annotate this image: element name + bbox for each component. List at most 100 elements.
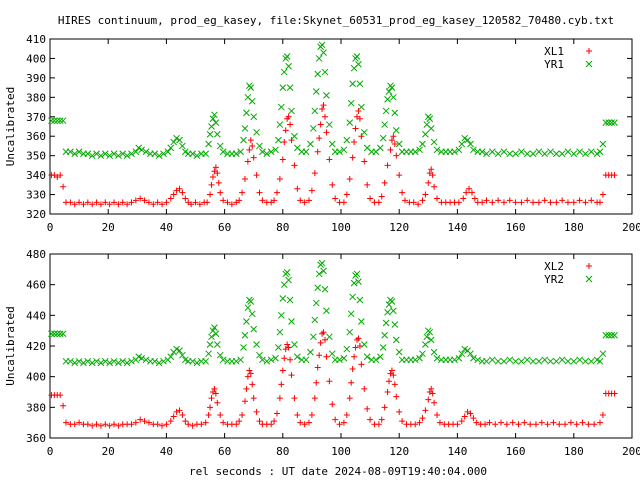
- bottom-point-yr2: [250, 325, 258, 333]
- top-point-yr1: [256, 142, 263, 150]
- bottom-series-xl2: [48, 329, 618, 429]
- top-point-yr1: [71, 150, 79, 158]
- bottom-point-yr2: [219, 356, 227, 364]
- bottom-point-yr2: [212, 330, 220, 338]
- bottom-point-yr2: [151, 357, 159, 365]
- bottom-point-yr2: [350, 279, 358, 287]
- top-point-xl1: [588, 197, 595, 204]
- bottom-point-yr2: [582, 357, 589, 365]
- top-point-xl1: [196, 201, 203, 208]
- bottom-point-xl2: [57, 392, 64, 399]
- bottom-point-yr2: [267, 356, 275, 364]
- bottom-point-yr2: [390, 307, 397, 315]
- bottom-point-xl2: [276, 395, 283, 402]
- top-y-tick-label: 350: [26, 150, 46, 163]
- bottom-point-xl2: [419, 415, 426, 422]
- bottom-point-xl2: [71, 421, 78, 428]
- bottom-point-yr2: [547, 357, 554, 365]
- top-point-xl1: [518, 199, 525, 206]
- bottom-point-xl2: [294, 412, 301, 418]
- top-point-yr1: [279, 84, 287, 91]
- bottom-x-tick-label: 0: [47, 445, 54, 458]
- bottom-point-xl2: [515, 421, 522, 428]
- bottom-point-yr2: [138, 354, 146, 362]
- top-point-xl1: [483, 197, 490, 204]
- bottom-x-tick-label: 80: [276, 445, 289, 458]
- bottom-point-yr2: [384, 308, 391, 316]
- top-point-yr1: [283, 53, 291, 60]
- bottom-legend-marker-yr2: [585, 275, 593, 283]
- bottom-point-yr2: [602, 331, 610, 339]
- bottom-point-yr2: [202, 357, 210, 365]
- top-point-xl1: [415, 201, 422, 208]
- bottom-point-yr2: [599, 350, 607, 358]
- top-point-yr1: [427, 125, 435, 132]
- top-point-yr1: [75, 148, 83, 156]
- top-point-xl1: [224, 199, 231, 206]
- bottom-point-yr2: [430, 348, 438, 356]
- bottom-point-yr2: [467, 350, 474, 358]
- top-point-xl1: [214, 170, 221, 177]
- top-point-yr1: [277, 103, 285, 111]
- bottom-point-yr2: [541, 356, 549, 364]
- top-point-xl1: [244, 158, 251, 165]
- top-point-yr1: [392, 127, 400, 134]
- top-point-xl1: [460, 195, 467, 202]
- top-y-tick-label: 360: [26, 130, 46, 143]
- top-point-xl1: [340, 199, 347, 206]
- bottom-point-yr2: [343, 345, 351, 353]
- bottom-point-xl2: [492, 421, 499, 428]
- top-point-yr1: [611, 119, 618, 126]
- bottom-x-tick-label: 60: [218, 445, 231, 458]
- bottom-point-yr2: [302, 356, 310, 364]
- bottom-point-xl2: [189, 422, 196, 429]
- bottom-point-xl2: [498, 419, 505, 426]
- bottom-point-yr2: [263, 357, 271, 365]
- top-point-yr1: [608, 119, 615, 126]
- top-point-yr1: [336, 148, 343, 156]
- bottom-point-yr2: [160, 357, 167, 365]
- bottom-point-yr2: [382, 319, 390, 327]
- bottom-point-xl2: [358, 361, 365, 368]
- top-point-yr1: [433, 146, 441, 154]
- bottom-point-xl2: [562, 421, 569, 428]
- bottom-point-yr2: [312, 299, 320, 307]
- top-point-xl1: [428, 166, 435, 173]
- bottom-point-yr2: [411, 356, 419, 364]
- bottom-point-yr2: [347, 310, 355, 318]
- top-point-yr1: [483, 150, 490, 158]
- bottom-point-xl2: [305, 419, 312, 426]
- top-point-xl1: [60, 183, 67, 190]
- bottom-point-yr2: [506, 356, 514, 364]
- top-point-yr1: [211, 111, 218, 119]
- figure-title: HIRES continuum, prod_eg_kasey, file:Sky…: [58, 14, 614, 27]
- top-point-yr1: [419, 140, 426, 148]
- bottom-point-yr2: [315, 270, 323, 278]
- top-point-yr1: [241, 125, 249, 132]
- top-point-yr1: [535, 148, 543, 156]
- bottom-point-yr2: [381, 331, 389, 339]
- top-point-xl1: [384, 162, 391, 169]
- top-point-xl1: [241, 176, 248, 182]
- top-point-xl1: [119, 199, 126, 206]
- top-point-xl1: [236, 197, 243, 204]
- top-point-xl1: [524, 197, 531, 204]
- top-point-yr1: [219, 148, 227, 156]
- bottom-series-yr2: [48, 259, 618, 367]
- top-point-yr1: [390, 93, 397, 101]
- bottom-point-xl2: [323, 353, 330, 360]
- top-point-yr1: [155, 152, 163, 160]
- bottom-point-yr2: [323, 307, 330, 315]
- bottom-point-xl2: [316, 352, 323, 359]
- top-point-yr1: [494, 150, 502, 158]
- top-point-xl1: [145, 199, 152, 206]
- top-point-yr1: [97, 152, 105, 160]
- top-point-yr1: [232, 150, 240, 158]
- top-point-xl1: [182, 195, 189, 202]
- bottom-point-xl2: [250, 395, 257, 402]
- bottom-point-yr2: [291, 341, 298, 348]
- bottom-point-yr2: [119, 357, 127, 365]
- bottom-point-xl2: [458, 418, 465, 425]
- bottom-point-xl2: [217, 412, 224, 418]
- bottom-point-yr2: [318, 259, 326, 267]
